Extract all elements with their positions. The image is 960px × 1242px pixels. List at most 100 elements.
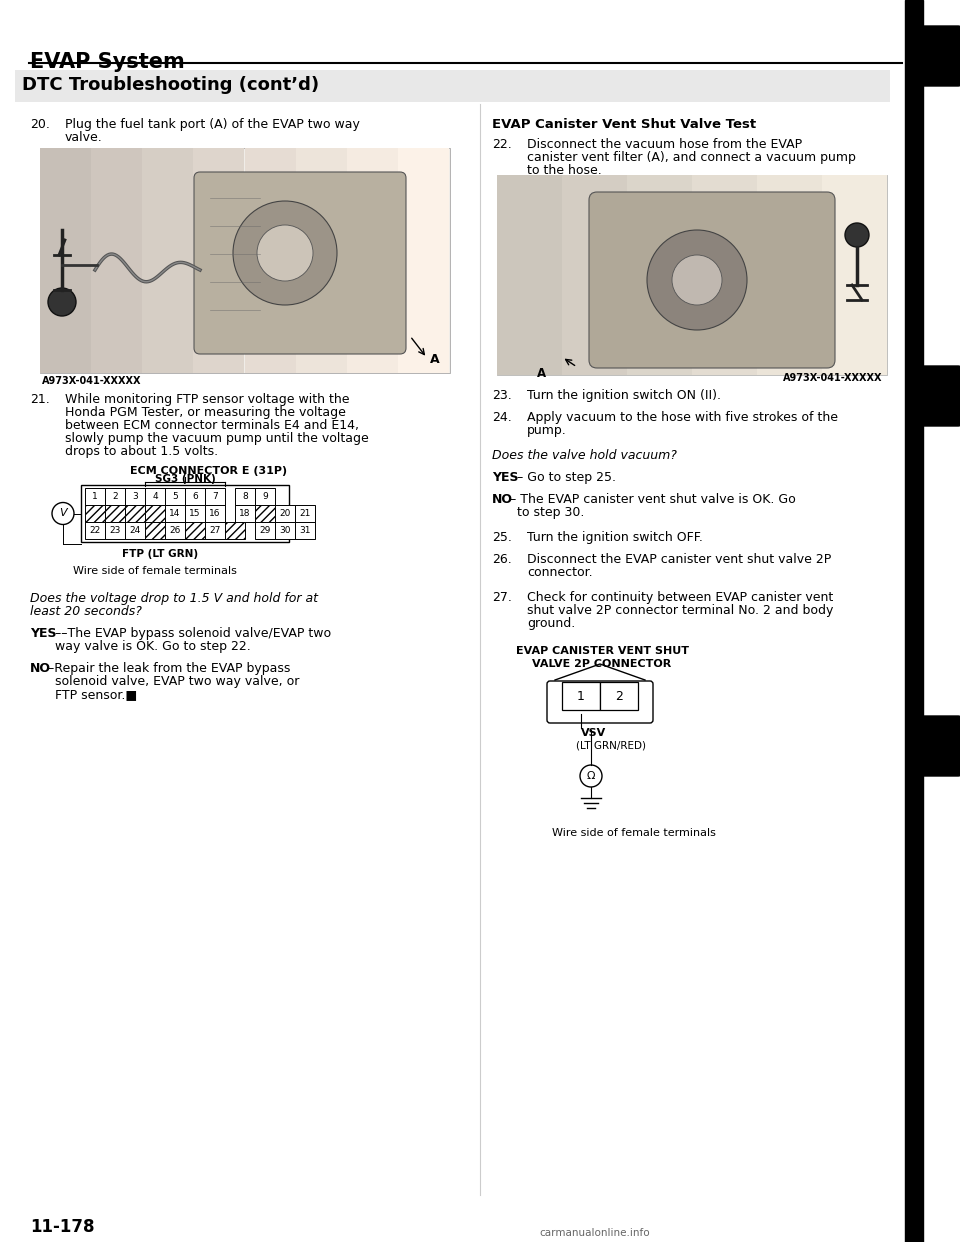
Text: valve.: valve. xyxy=(65,130,103,144)
Text: 22.: 22. xyxy=(492,138,512,152)
Text: FTP (LT GRN): FTP (LT GRN) xyxy=(122,549,198,559)
FancyBboxPatch shape xyxy=(194,171,406,354)
Bar xyxy=(145,505,165,522)
Text: 27.: 27. xyxy=(492,591,512,604)
Bar xyxy=(81,484,289,542)
Bar xyxy=(497,175,887,375)
Text: YES: YES xyxy=(492,471,518,484)
Bar xyxy=(245,148,296,373)
Text: NO: NO xyxy=(492,493,513,505)
Text: 21: 21 xyxy=(300,509,311,518)
Bar xyxy=(497,175,562,375)
Text: 4: 4 xyxy=(153,492,157,501)
Text: between ECM connector terminals E4 and E14,: between ECM connector terminals E4 and E… xyxy=(65,419,359,432)
Text: NO: NO xyxy=(30,662,51,674)
Text: 3: 3 xyxy=(132,492,138,501)
Text: A: A xyxy=(430,353,440,366)
Bar xyxy=(255,522,275,539)
Bar xyxy=(165,522,185,539)
Text: V: V xyxy=(60,508,67,518)
Text: Does the voltage drop to 1.5 V and hold for at: Does the voltage drop to 1.5 V and hold … xyxy=(30,592,318,605)
Bar xyxy=(275,505,295,522)
Text: 25.: 25. xyxy=(492,532,512,544)
Text: 9: 9 xyxy=(262,492,268,501)
Bar xyxy=(905,0,923,1242)
Text: 24: 24 xyxy=(130,527,140,535)
Text: 16: 16 xyxy=(209,509,221,518)
Text: least 20 seconds?: least 20 seconds? xyxy=(30,605,142,619)
Text: way valve is OK. Go to step 22.: way valve is OK. Go to step 22. xyxy=(55,640,251,653)
Bar xyxy=(225,522,245,539)
Text: Apply vacuum to the hose with five strokes of the: Apply vacuum to the hose with five strok… xyxy=(527,411,838,424)
Text: 29: 29 xyxy=(259,527,271,535)
Text: 14: 14 xyxy=(169,509,180,518)
Text: 6: 6 xyxy=(192,492,198,501)
Text: EVAP System: EVAP System xyxy=(30,52,184,72)
Text: 7: 7 xyxy=(212,492,218,501)
Text: connector.: connector. xyxy=(527,566,592,579)
Bar xyxy=(398,148,449,373)
FancyBboxPatch shape xyxy=(589,193,835,368)
Text: 1: 1 xyxy=(92,492,98,501)
Bar xyxy=(600,682,638,710)
Bar xyxy=(205,488,225,505)
Bar xyxy=(255,488,275,505)
Bar xyxy=(85,522,105,539)
Bar xyxy=(40,148,450,373)
Text: 31: 31 xyxy=(300,527,311,535)
Text: 22: 22 xyxy=(89,527,101,535)
Bar xyxy=(235,505,255,522)
Bar xyxy=(185,488,205,505)
Text: 21.: 21. xyxy=(30,392,50,406)
Bar xyxy=(142,148,193,373)
Text: EVAP Canister Vent Shut Valve Test: EVAP Canister Vent Shut Valve Test xyxy=(492,118,756,130)
Text: Wire side of female terminals: Wire side of female terminals xyxy=(552,828,716,838)
FancyBboxPatch shape xyxy=(919,26,960,86)
Bar xyxy=(295,505,315,522)
Text: solenoid valve, EVAP two way valve, or: solenoid valve, EVAP two way valve, or xyxy=(55,674,300,688)
Circle shape xyxy=(845,224,869,247)
FancyBboxPatch shape xyxy=(919,366,960,426)
Bar xyxy=(105,505,125,522)
Bar xyxy=(145,522,165,539)
Bar xyxy=(822,175,887,375)
Text: 26.: 26. xyxy=(492,553,512,566)
Bar xyxy=(105,488,125,505)
Text: VALVE 2P CONNECTOR: VALVE 2P CONNECTOR xyxy=(533,660,672,669)
Circle shape xyxy=(257,225,313,281)
Text: A: A xyxy=(537,366,546,380)
Bar xyxy=(91,148,142,373)
Bar xyxy=(235,488,255,505)
Circle shape xyxy=(580,765,602,787)
Text: 5: 5 xyxy=(172,492,178,501)
Bar xyxy=(125,505,145,522)
Bar xyxy=(562,682,600,710)
Text: Wire side of female terminals: Wire side of female terminals xyxy=(73,566,237,576)
Bar xyxy=(185,522,205,539)
Bar xyxy=(105,522,125,539)
Text: 8: 8 xyxy=(242,492,248,501)
Text: Disconnect the vacuum hose from the EVAP: Disconnect the vacuum hose from the EVAP xyxy=(527,138,803,152)
Text: carmanualonline.info: carmanualonline.info xyxy=(540,1228,650,1238)
Bar xyxy=(295,522,315,539)
Text: 30: 30 xyxy=(279,527,291,535)
Text: Does the valve hold vacuum?: Does the valve hold vacuum? xyxy=(492,450,677,462)
Bar xyxy=(205,505,225,522)
Text: 27: 27 xyxy=(209,527,221,535)
Text: 20: 20 xyxy=(279,509,291,518)
Text: Turn the ignition switch OFF.: Turn the ignition switch OFF. xyxy=(527,532,703,544)
Text: Check for continuity between EVAP canister vent: Check for continuity between EVAP canist… xyxy=(527,591,833,604)
Text: ––The EVAP bypass solenoid valve/EVAP two: ––The EVAP bypass solenoid valve/EVAP tw… xyxy=(55,627,331,640)
Text: drops to about 1.5 volts.: drops to about 1.5 volts. xyxy=(65,445,218,458)
Bar xyxy=(562,175,627,375)
Circle shape xyxy=(52,503,74,524)
Bar xyxy=(193,148,244,373)
Text: to step 30.: to step 30. xyxy=(517,505,585,519)
Circle shape xyxy=(48,288,76,315)
Text: shut valve 2P connector terminal No. 2 and body: shut valve 2P connector terminal No. 2 a… xyxy=(527,604,833,617)
Text: Ω: Ω xyxy=(587,771,595,781)
Text: While monitoring FTP sensor voltage with the: While monitoring FTP sensor voltage with… xyxy=(65,392,349,406)
Bar xyxy=(255,505,275,522)
Circle shape xyxy=(672,255,722,306)
Bar xyxy=(347,148,398,373)
